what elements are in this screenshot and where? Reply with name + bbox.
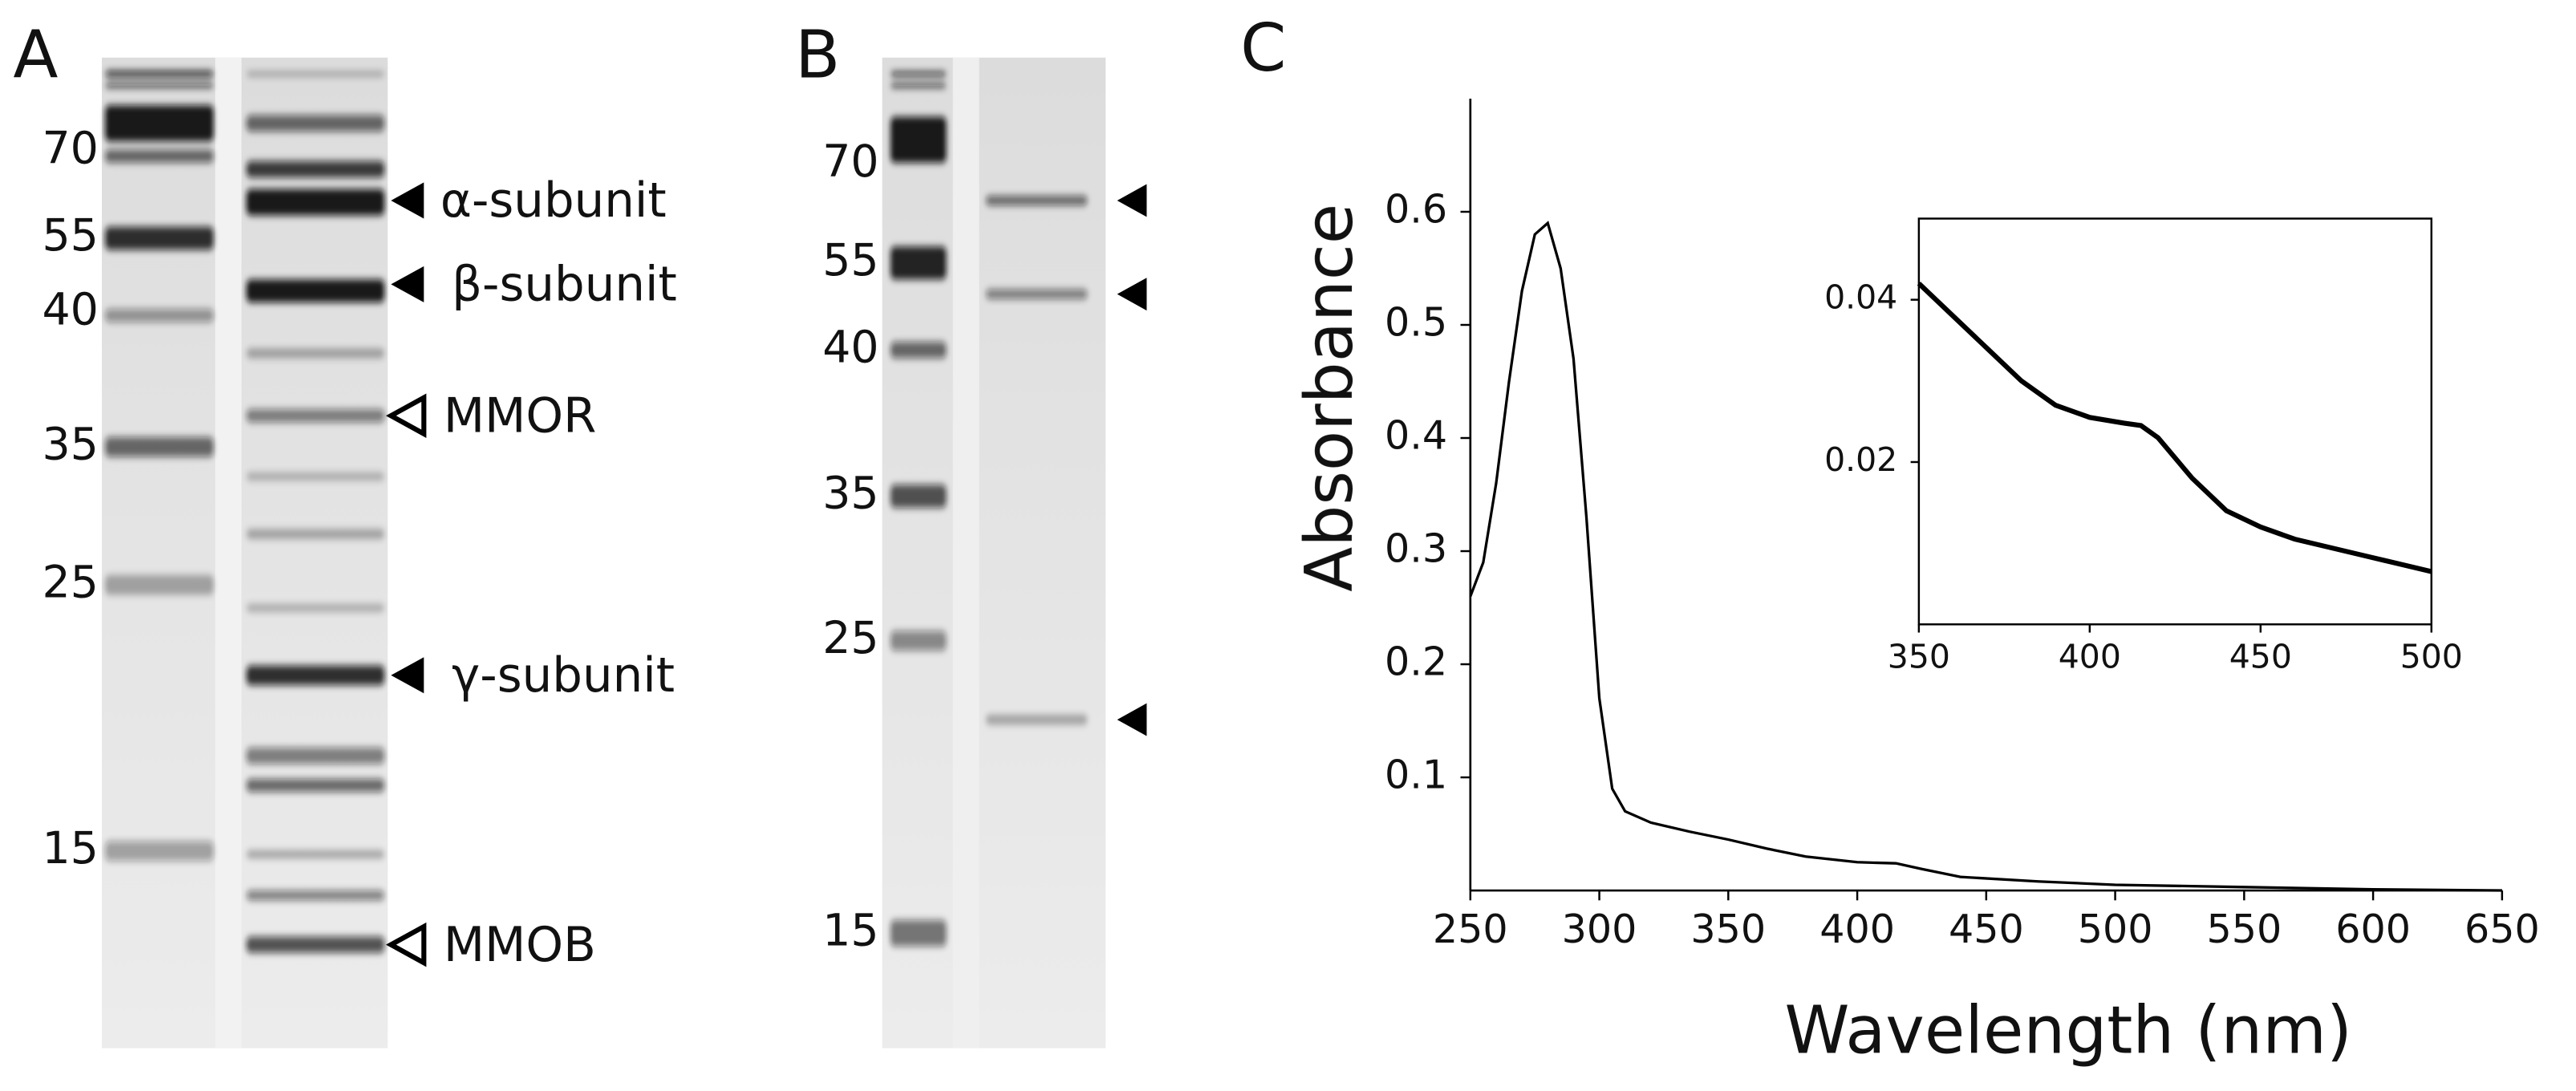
gel-band [246, 747, 385, 765]
marker-label: 55 [43, 210, 99, 262]
y-tick-label: 0.3 [1385, 525, 1447, 572]
gel-band [246, 890, 385, 901]
x-tick-label: 500 [2078, 906, 2153, 952]
marker-label: 15 [43, 823, 99, 874]
x-tick-label: 400 [2059, 637, 2121, 675]
gel-band [105, 841, 214, 862]
x-tick-label: 350 [1888, 637, 1950, 675]
gel-band [890, 116, 947, 163]
gel-band [246, 279, 385, 302]
x-tick-label: 600 [2335, 906, 2411, 952]
marker-label: 25 [822, 613, 878, 664]
gel-band [890, 83, 947, 88]
x-tick-label: 250 [1433, 906, 1508, 952]
band-label: α-subunit [440, 173, 667, 229]
gel-band [890, 631, 947, 651]
x-tick-label: 650 [2464, 906, 2540, 952]
gel-band [105, 574, 214, 595]
marker-label: 55 [822, 235, 878, 286]
x-tick-label: 450 [2229, 637, 2292, 675]
gel-band [105, 309, 214, 322]
gel-band [105, 83, 214, 88]
marker-label: 70 [822, 136, 878, 188]
gel-band [985, 195, 1088, 206]
arrowhead [1117, 184, 1147, 217]
arrowhead [386, 922, 427, 967]
gel-band [105, 149, 214, 163]
spectrum-line [1469, 221, 2502, 892]
x-tick-label: 450 [1949, 906, 2024, 952]
y-axis-label: Absorbance [1292, 204, 1368, 592]
x-tick-label: 550 [2206, 906, 2282, 952]
gel-b-bands [890, 71, 1088, 947]
panel-letter: B [795, 17, 840, 93]
gel-band [246, 472, 385, 481]
y-tick-label: 0.1 [1385, 752, 1447, 798]
band-label: MMOB [444, 918, 596, 973]
marker-label: 70 [43, 124, 99, 175]
gel-band [985, 714, 1088, 725]
x-tick-label: 500 [2400, 637, 2463, 675]
marker-label: 25 [43, 557, 99, 608]
gel-a-bands [105, 71, 385, 953]
gel-band [246, 850, 385, 859]
x-axis-label: Wavelength (nm) [1784, 993, 2352, 1069]
gel-a [101, 57, 388, 1048]
arrowhead [1117, 278, 1147, 311]
band-label: β-subunit [452, 258, 677, 313]
y-tick-label: 0.04 [1824, 278, 1897, 317]
panel-letter: C [1240, 10, 1286, 87]
x-tick-label: 350 [1690, 906, 1766, 952]
y-tick-label: 0.5 [1385, 299, 1447, 346]
gel-band [246, 778, 385, 793]
gel-band [890, 342, 947, 359]
gel-band [246, 115, 385, 132]
gel-band [246, 348, 385, 359]
marker-label: 35 [822, 468, 878, 520]
band-label: MMOR [444, 388, 596, 444]
gel-band [890, 485, 947, 508]
marker-label: 15 [822, 905, 878, 956]
gel-band [246, 71, 385, 77]
marker-label: 40 [822, 322, 878, 373]
inset-frame [1917, 217, 2433, 626]
gel-band [105, 226, 214, 250]
gel-band [246, 603, 385, 612]
y-tick-label: 0.6 [1385, 185, 1447, 232]
lane-gap [952, 57, 980, 1048]
marker-label: 35 [43, 419, 99, 470]
band-label: γ-subunit [452, 648, 675, 704]
arrowhead [391, 266, 424, 302]
panel-letter: A [13, 17, 58, 93]
gel-band [890, 246, 947, 280]
x-tick-label: 300 [1562, 906, 1637, 952]
y-tick-label: 0.2 [1385, 639, 1447, 685]
y-tick-label: 0.4 [1385, 412, 1447, 459]
arrowhead [386, 393, 427, 438]
gel-band [890, 919, 947, 947]
gel-band [105, 105, 214, 142]
gel-band [246, 160, 385, 178]
spectrum-line [1917, 282, 2432, 574]
arrowhead [391, 657, 424, 694]
marker-label: 40 [43, 284, 99, 335]
lane-gap [215, 57, 242, 1048]
gel-band [985, 289, 1088, 299]
gel-band [105, 436, 214, 457]
gel-band [890, 71, 947, 77]
gel-band [246, 665, 385, 686]
x-tick-label: 400 [1819, 906, 1895, 952]
gel-band [246, 189, 385, 216]
gel-band [105, 71, 214, 78]
y-tick-label: 0.02 [1824, 440, 1897, 479]
gel-band [246, 936, 385, 953]
arrowhead [1117, 703, 1147, 736]
arrowhead [391, 182, 424, 219]
gel-b [882, 57, 1106, 1048]
gel-band [246, 409, 385, 423]
gel-band [246, 529, 385, 539]
